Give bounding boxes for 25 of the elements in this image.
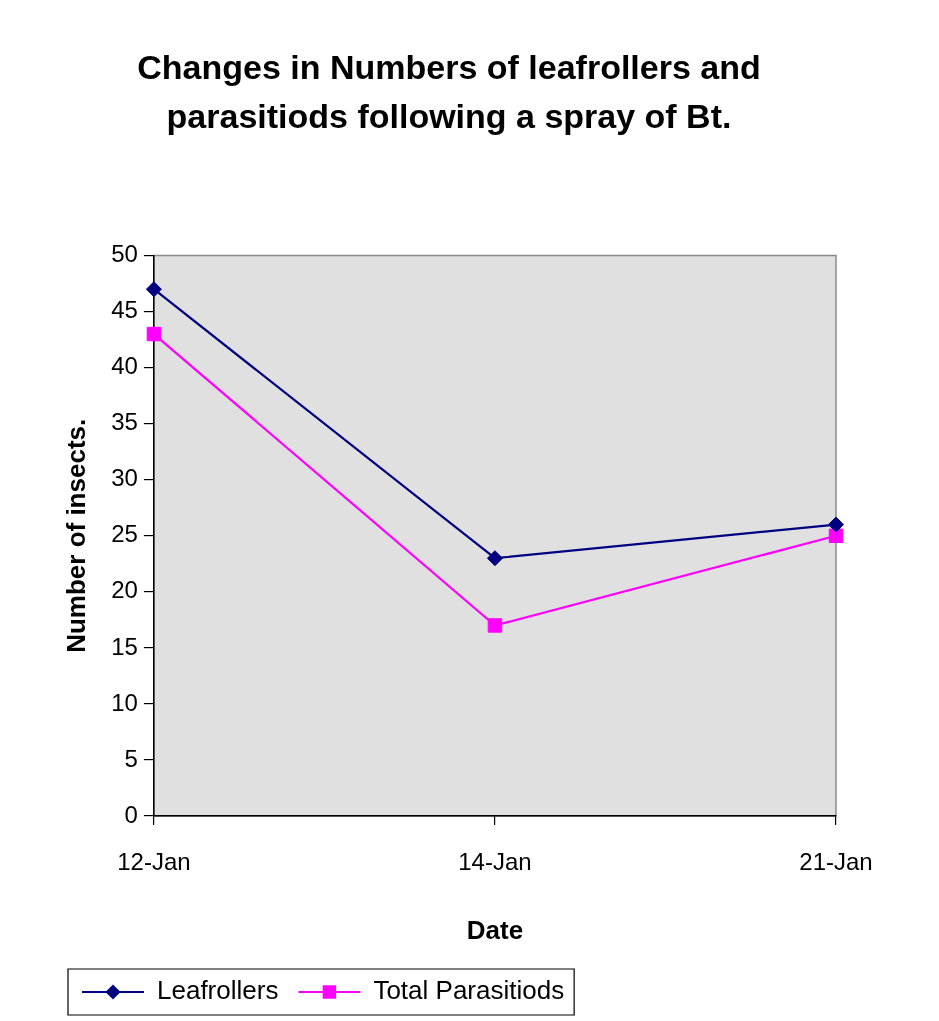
point xyxy=(486,550,503,567)
point xyxy=(487,618,503,633)
y-tick-label: 45 xyxy=(111,296,138,324)
y-tick-label: 10 xyxy=(111,688,138,716)
point xyxy=(828,528,844,544)
y-tick-label: 25 xyxy=(111,520,138,548)
y-tick-label: 30 xyxy=(111,464,138,492)
y-tick-label: 5 xyxy=(124,744,138,772)
x-tick-label: 12-Jan xyxy=(117,848,191,876)
point xyxy=(146,326,162,342)
point xyxy=(828,516,844,533)
y-tick-label: 0 xyxy=(124,800,138,828)
y-tick-label: 15 xyxy=(111,632,138,660)
x-axis-title: Date xyxy=(466,914,524,945)
y-axis-title: Number of insects. xyxy=(60,418,91,653)
chart-title: Changes in Numbers of leafrollers and parasitiods following a spray of Bt. xyxy=(137,48,761,136)
point xyxy=(145,281,162,298)
legend-label: Total Parasitiods xyxy=(373,975,565,1006)
x-tick-label: 21-Jan xyxy=(799,848,873,876)
x-tick-label: 14-Jan xyxy=(458,848,532,876)
y-tick-label: 35 xyxy=(111,408,138,436)
y-tick-label: 50 xyxy=(111,240,138,268)
y-tick-label: 20 xyxy=(111,576,138,604)
y-tick-label: 40 xyxy=(111,352,138,380)
legend-label: Leafrollers xyxy=(157,975,279,1006)
